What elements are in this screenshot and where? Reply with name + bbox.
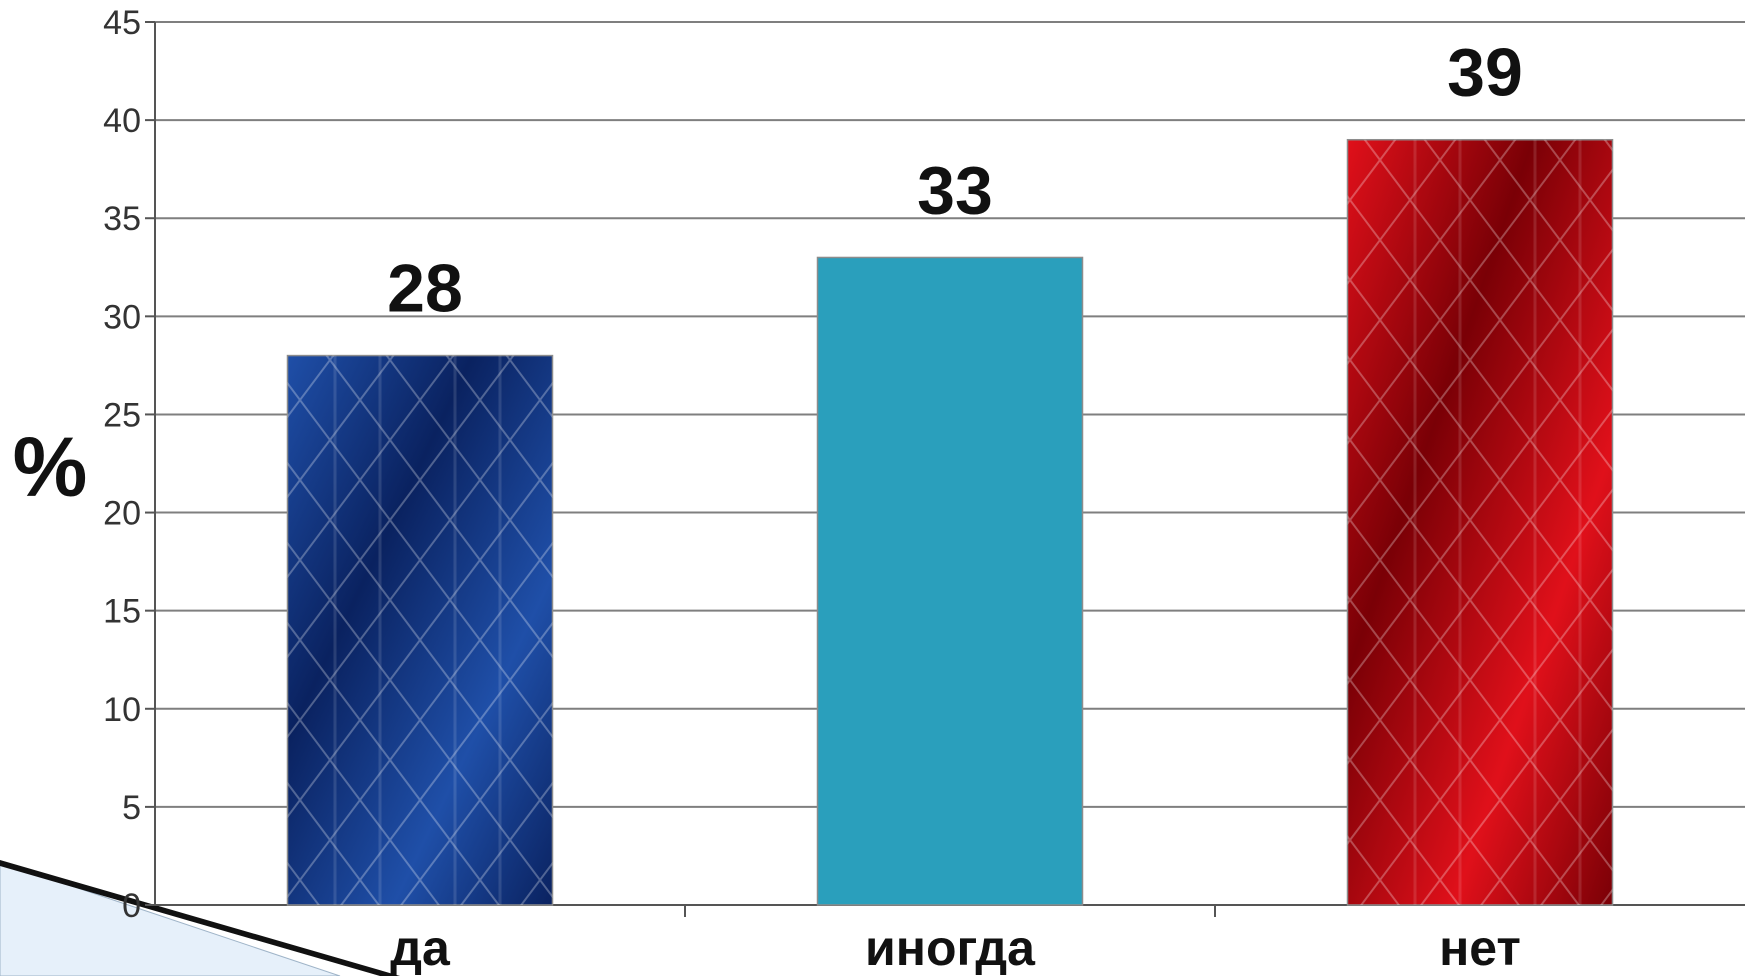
bars (286, 138, 1614, 906)
labels: 0 5 10 15 20 25 30 35 40 45 28 да 33 иногда 39 нет% (13, 4, 1523, 976)
y-axis-title: % (13, 420, 88, 514)
corner-decoration (0, 860, 400, 976)
y-tick-label: 30 (103, 298, 141, 336)
y-tick-label: 0 (122, 887, 141, 925)
x-category-label: иногда (865, 920, 1036, 976)
bar-texture-3 (1347, 139, 1613, 905)
data-label-3: 39 (1447, 35, 1523, 111)
bar-2 (816, 256, 1084, 906)
data-label-2: 33 (917, 152, 993, 228)
y-tick-label: 45 (103, 4, 141, 42)
data-label-1: 28 (387, 251, 463, 327)
y-tick-label: 35 (103, 200, 141, 238)
bar-texture-1 (287, 355, 553, 906)
y-tick-label: 5 (122, 789, 141, 827)
y-tick-label: 40 (103, 102, 141, 140)
y-tick-label: 20 (103, 495, 141, 533)
y-tick-label: 10 (103, 691, 141, 729)
x-category-label: нет (1439, 920, 1521, 976)
x-category-label: да (390, 920, 451, 976)
y-tick-label: 15 (103, 593, 141, 631)
y-tick-label: 25 (103, 396, 141, 434)
